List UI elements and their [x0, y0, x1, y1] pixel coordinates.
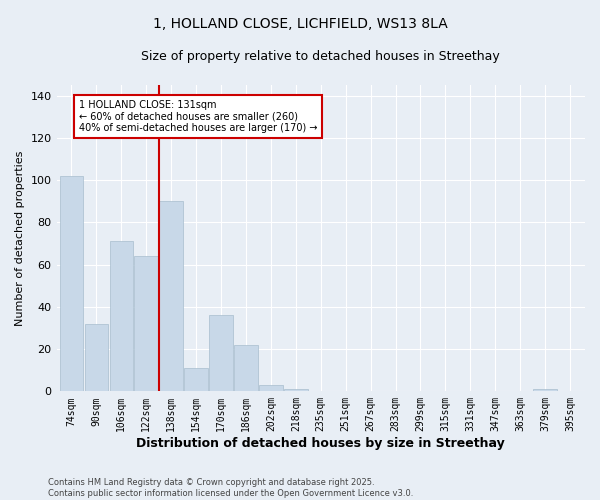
Text: 1, HOLLAND CLOSE, LICHFIELD, WS13 8LA: 1, HOLLAND CLOSE, LICHFIELD, WS13 8LA [152, 18, 448, 32]
Text: Contains HM Land Registry data © Crown copyright and database right 2025.
Contai: Contains HM Land Registry data © Crown c… [48, 478, 413, 498]
Bar [284, 389, 308, 392]
Bar [85, 324, 108, 392]
Bar [533, 389, 557, 392]
Bar [209, 316, 233, 392]
Text: 1 HOLLAND CLOSE: 131sqm
← 60% of detached houses are smaller (260)
40% of semi-d: 1 HOLLAND CLOSE: 131sqm ← 60% of detache… [79, 100, 317, 133]
X-axis label: Distribution of detached houses by size in Streethay: Distribution of detached houses by size … [136, 437, 505, 450]
Y-axis label: Number of detached properties: Number of detached properties [15, 150, 25, 326]
Bar [234, 345, 258, 392]
Bar [134, 256, 158, 392]
Bar [184, 368, 208, 392]
Title: Size of property relative to detached houses in Streethay: Size of property relative to detached ho… [142, 50, 500, 63]
Bar [259, 385, 283, 392]
Bar [59, 176, 83, 392]
Bar [110, 242, 133, 392]
Bar [160, 201, 183, 392]
